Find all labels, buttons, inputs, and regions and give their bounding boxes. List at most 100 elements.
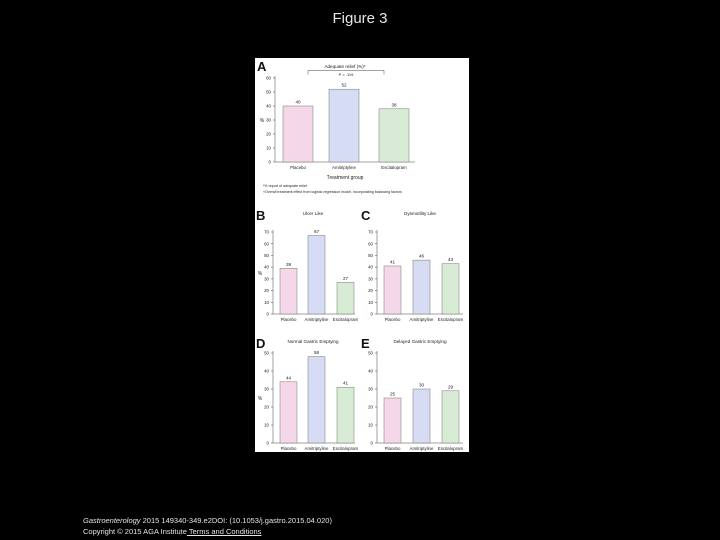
bar-escitalopram: [378, 108, 410, 163]
value-label: 40: [295, 100, 301, 105]
y-tick-label: 0: [371, 441, 374, 446]
y-tick-label: 0: [267, 441, 270, 446]
category-label: Placebo: [281, 446, 297, 451]
value-label: 67: [314, 229, 320, 234]
y-tick-label: 0: [269, 160, 272, 165]
y-tick-label: 0: [371, 312, 374, 317]
y-tick-label: 0: [267, 312, 270, 317]
panel-d: D Normal Gastric Emptying 0 10 20 30 40 50% 44 Pl…: [256, 336, 359, 451]
y-tick-label: 10: [264, 423, 269, 428]
footnote: *% report of adequate relief: [263, 184, 307, 188]
y-tick-label: 20: [368, 405, 373, 410]
value-label: 46: [419, 254, 425, 259]
y-tick-label: 20: [368, 288, 373, 293]
y-tick-label: 50: [368, 351, 373, 356]
y-tick-label: 70: [368, 230, 373, 235]
category-label: Amitriptyline: [410, 446, 434, 451]
y-tick-label: 60: [264, 241, 269, 246]
footer: Gastroenterology 2015 149340-349.e2DOI: …: [83, 515, 332, 537]
panel-letter: D: [256, 336, 265, 351]
y-tick-label: 50: [368, 253, 373, 258]
y-tick-label: 40: [368, 265, 373, 270]
bar-amitriptyline: [328, 88, 360, 163]
y-tick-label: 20: [266, 132, 271, 137]
y-tick-label: 40: [368, 369, 373, 374]
y-tick-label: 10: [264, 300, 269, 305]
value-label: 29: [448, 384, 454, 389]
citation-line: Gastroenterology 2015 149340-349.e2DOI: …: [83, 515, 332, 526]
bar-escitalopram: [336, 386, 355, 444]
y-tick-label: 50: [264, 253, 269, 258]
category-label: Amitriptyline: [332, 165, 356, 170]
bar-placebo: [282, 105, 314, 163]
panel-a: A Adequate relief (%)* 0 10 20 30 40 50 60% 40 Pla…: [257, 59, 415, 194]
y-tick-label: 30: [264, 276, 269, 281]
y-tick-label: 60: [368, 241, 373, 246]
copyright-text: Copyright © 2015 AGA Institute: [83, 527, 187, 536]
panel-letter: A: [257, 59, 267, 74]
y-tick-label: 20: [264, 288, 269, 293]
value-label: 38: [391, 102, 397, 107]
value-label: 41: [343, 381, 349, 386]
bar-placebo: [279, 268, 298, 315]
value-label: 41: [390, 259, 396, 264]
y-tick-label: 50: [266, 90, 271, 95]
y-tick-label: 40: [264, 369, 269, 374]
bar-escitalopram: [336, 282, 355, 315]
copyright-line: Copyright © 2015 AGA Institute Terms and…: [83, 526, 332, 537]
category-label: Placebo: [385, 446, 401, 451]
value-label: 30: [419, 383, 425, 388]
y-tick-label: 70: [264, 230, 269, 235]
y-axis-label: %: [258, 271, 263, 277]
panel-e: E Delayed Gastric Emptying 0 10 20 30 40 50 25 Pl…: [361, 336, 464, 451]
category-label: Amitriptyline: [410, 317, 434, 322]
bar-amitriptyline: [307, 356, 326, 444]
terms-link[interactable]: Terms and Conditions: [186, 527, 262, 536]
panel-title: Delayed Gastric Emptying: [393, 339, 447, 344]
y-tick-label: 50: [264, 351, 269, 356]
figure-image: A Adequate relief (%)* 0 10 20 30 40 50 60% 40 Pla…: [255, 58, 469, 452]
y-axis-label: %: [258, 396, 263, 402]
category-label: Escitalopram: [438, 317, 464, 322]
value-label: 58: [314, 350, 320, 355]
value-label: 27: [343, 276, 349, 281]
y-tick-label: 20: [264, 405, 269, 410]
bar-escitalopram: [441, 390, 460, 444]
panel-c: C Dysmotility Like 0 10 20 30 40 50 60 70 41 Placeb…: [361, 208, 464, 322]
y-tick-label: 30: [266, 118, 271, 123]
y-tick-label: 30: [368, 387, 373, 392]
panel-title: Ulcer Like: [303, 211, 324, 216]
value-label: 44: [286, 375, 292, 380]
category-label: Escitalopram: [333, 446, 359, 451]
panel-title: Adequate relief (%)*: [324, 64, 365, 69]
value-label: 43: [448, 257, 454, 262]
category-label: Amitriptyline: [305, 317, 329, 322]
p-value-annotation: P = .119: [339, 72, 354, 77]
bar-amitriptyline: [412, 388, 431, 444]
y-tick-label: 40: [266, 104, 271, 109]
figure-svg: A Adequate relief (%)* 0 10 20 30 40 50 60% 40 Pla…: [256, 59, 464, 451]
bar-escitalopram: [441, 263, 460, 315]
value-label: 52: [341, 83, 347, 88]
bar-amitriptyline: [412, 259, 431, 315]
bar-placebo: [279, 381, 298, 444]
value-label: 25: [390, 392, 396, 397]
category-label: Escitalopram: [381, 165, 407, 170]
y-tick-label: 60: [266, 76, 271, 81]
y-tick-label: 10: [266, 146, 271, 151]
panel-title: Dysmotility Like: [404, 211, 436, 216]
panel-letter: C: [361, 208, 371, 223]
category-label: Amitriptyline: [305, 446, 329, 451]
y-tick-label: 30: [368, 276, 373, 281]
value-label: 39: [286, 262, 292, 267]
panel-b: B Ulcer Like 0 10 20 30 40 50 60 70% 39 Placebo 67 Am…: [256, 208, 359, 322]
citation-text: 2015 149340-349.e2DOI: (10.1053/j.gastro…: [140, 516, 332, 525]
bar-amitriptyline: [307, 235, 326, 315]
category-label: Escitalopram: [333, 317, 359, 322]
panel-letter: E: [361, 336, 370, 351]
category-label: Escitalopram: [438, 446, 464, 451]
significance-bracket: [307, 70, 385, 75]
panel-title: Normal Gastric Emptying: [287, 339, 338, 344]
y-tick-label: 30: [264, 387, 269, 392]
y-axis-label: %: [260, 118, 265, 124]
